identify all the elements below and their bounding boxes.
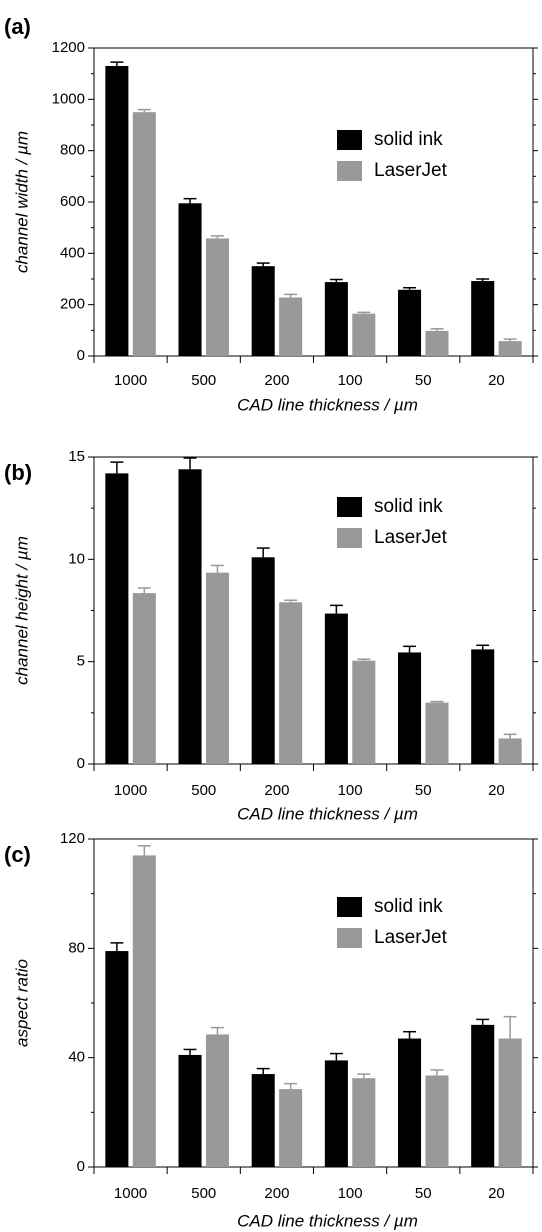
bar-solid-ink — [398, 289, 422, 356]
y-tick-label: 10 — [68, 550, 85, 567]
bar-solid-ink — [398, 1038, 422, 1167]
panel-label: (a) — [4, 14, 31, 39]
bar-laserjet — [352, 660, 376, 764]
x-axis-title: CAD line thickness / µm — [237, 395, 418, 414]
legend-swatch — [337, 497, 362, 517]
y-axis-title: channel width / µm — [12, 131, 31, 273]
bar-laserjet — [425, 702, 449, 764]
x-category-label: 200 — [264, 782, 289, 799]
bar-laserjet — [279, 1089, 303, 1167]
panel-label: (c) — [4, 842, 31, 867]
x-category-label: 50 — [415, 372, 432, 389]
bar-solid-ink — [178, 203, 202, 356]
plot-frame — [93, 47, 534, 357]
bar-solid-ink — [105, 65, 129, 356]
x-category-label: 500 — [191, 782, 216, 799]
bar-solid-ink — [324, 1060, 348, 1167]
panel-label: (b) — [4, 460, 32, 485]
x-category-label: 100 — [338, 372, 363, 389]
bar-solid-ink — [178, 469, 202, 764]
legend-label: LaserJet — [374, 527, 448, 548]
bar-laserjet — [352, 313, 376, 356]
x-category-label: 100 — [338, 782, 363, 799]
bar-laserjet — [132, 855, 156, 1167]
x-category-label: 100 — [338, 1185, 363, 1202]
bar-solid-ink — [178, 1054, 202, 1167]
bar-laserjet — [279, 297, 303, 356]
bar-laserjet — [498, 738, 522, 764]
bar-solid-ink — [251, 266, 275, 356]
x-category-label: 20 — [488, 372, 505, 389]
x-axis-title: CAD line thickness / µm — [237, 804, 418, 823]
bar-solid-ink — [105, 473, 129, 764]
y-tick-label: 1000 — [52, 90, 85, 107]
x-category-label: 1000 — [114, 782, 147, 799]
legend-label: solid ink — [374, 896, 443, 917]
y-tick-label: 1200 — [52, 39, 85, 56]
y-tick-label: 600 — [60, 193, 85, 210]
y-tick-label: 0 — [77, 347, 85, 364]
legend-swatch — [337, 928, 362, 948]
bar-laserjet — [205, 1034, 229, 1167]
legend-swatch — [337, 161, 362, 181]
bar-laserjet — [132, 593, 156, 764]
x-category-label: 20 — [488, 1185, 505, 1202]
y-tick-label: 40 — [68, 1049, 85, 1066]
chart-panel-c: (c) 0 40 80 120 aspect ratio 1000 500 200 100 50 20… — [4, 830, 538, 1230]
bar-solid-ink — [324, 282, 348, 356]
bar-laserjet — [498, 1038, 522, 1167]
bar-laserjet — [425, 330, 449, 356]
y-tick-label: 0 — [77, 1158, 85, 1175]
y-tick-label: 200 — [60, 296, 85, 313]
x-category-label: 50 — [415, 1185, 432, 1202]
bar-solid-ink — [398, 652, 422, 764]
bar-solid-ink — [251, 557, 275, 764]
chart-panel-a: (a) 0 200 400 600 800 1000 1200 channel width / … — [4, 14, 538, 414]
bar-laserjet — [498, 341, 522, 356]
plot-frame — [93, 456, 534, 765]
bar-laserjet — [352, 1078, 376, 1167]
bar-laserjet — [279, 602, 303, 764]
x-category-label: 1000 — [114, 1185, 147, 1202]
y-tick-label: 5 — [77, 653, 85, 670]
y-tick-label: 800 — [60, 142, 85, 159]
y-tick-label: 80 — [68, 939, 85, 956]
x-category-label: 200 — [264, 1185, 289, 1202]
x-category-label: 500 — [191, 1185, 216, 1202]
y-axis-title: channel height / µm — [12, 536, 31, 685]
legend-label: LaserJet — [374, 160, 448, 181]
y-tick-label: 120 — [60, 830, 85, 847]
x-axis-title: CAD line thickness / µm — [237, 1211, 418, 1230]
x-category-label: 50 — [415, 782, 432, 799]
chart-panel-b: (b) 0 5 10 15 channel height / µm 1000 500 200 10… — [4, 448, 538, 823]
legend-swatch — [337, 528, 362, 548]
legend-swatch — [337, 897, 362, 917]
y-tick-label: 15 — [68, 448, 85, 465]
y-tick-label: 400 — [60, 244, 85, 261]
legend-swatch — [337, 130, 362, 150]
bar-laserjet — [205, 572, 229, 764]
plot-frame — [93, 838, 534, 1168]
bar-solid-ink — [471, 649, 495, 764]
bar-solid-ink — [105, 951, 129, 1167]
bar-solid-ink — [324, 613, 348, 764]
bar-solid-ink — [471, 281, 495, 356]
x-category-label: 20 — [488, 782, 505, 799]
y-axis-title: aspect ratio — [12, 959, 31, 1047]
bar-laserjet — [132, 112, 156, 357]
bar-laserjet — [205, 238, 229, 356]
y-tick-label: 0 — [77, 755, 85, 772]
bar-solid-ink — [471, 1024, 495, 1167]
bar-laserjet — [425, 1075, 449, 1167]
legend-label: solid ink — [374, 496, 443, 517]
bar-solid-ink — [251, 1074, 275, 1167]
x-category-label: 500 — [191, 372, 216, 389]
legend-label: LaserJet — [374, 927, 448, 948]
legend-label: solid ink — [374, 129, 443, 150]
x-category-label: 1000 — [114, 372, 147, 389]
x-category-label: 200 — [264, 372, 289, 389]
